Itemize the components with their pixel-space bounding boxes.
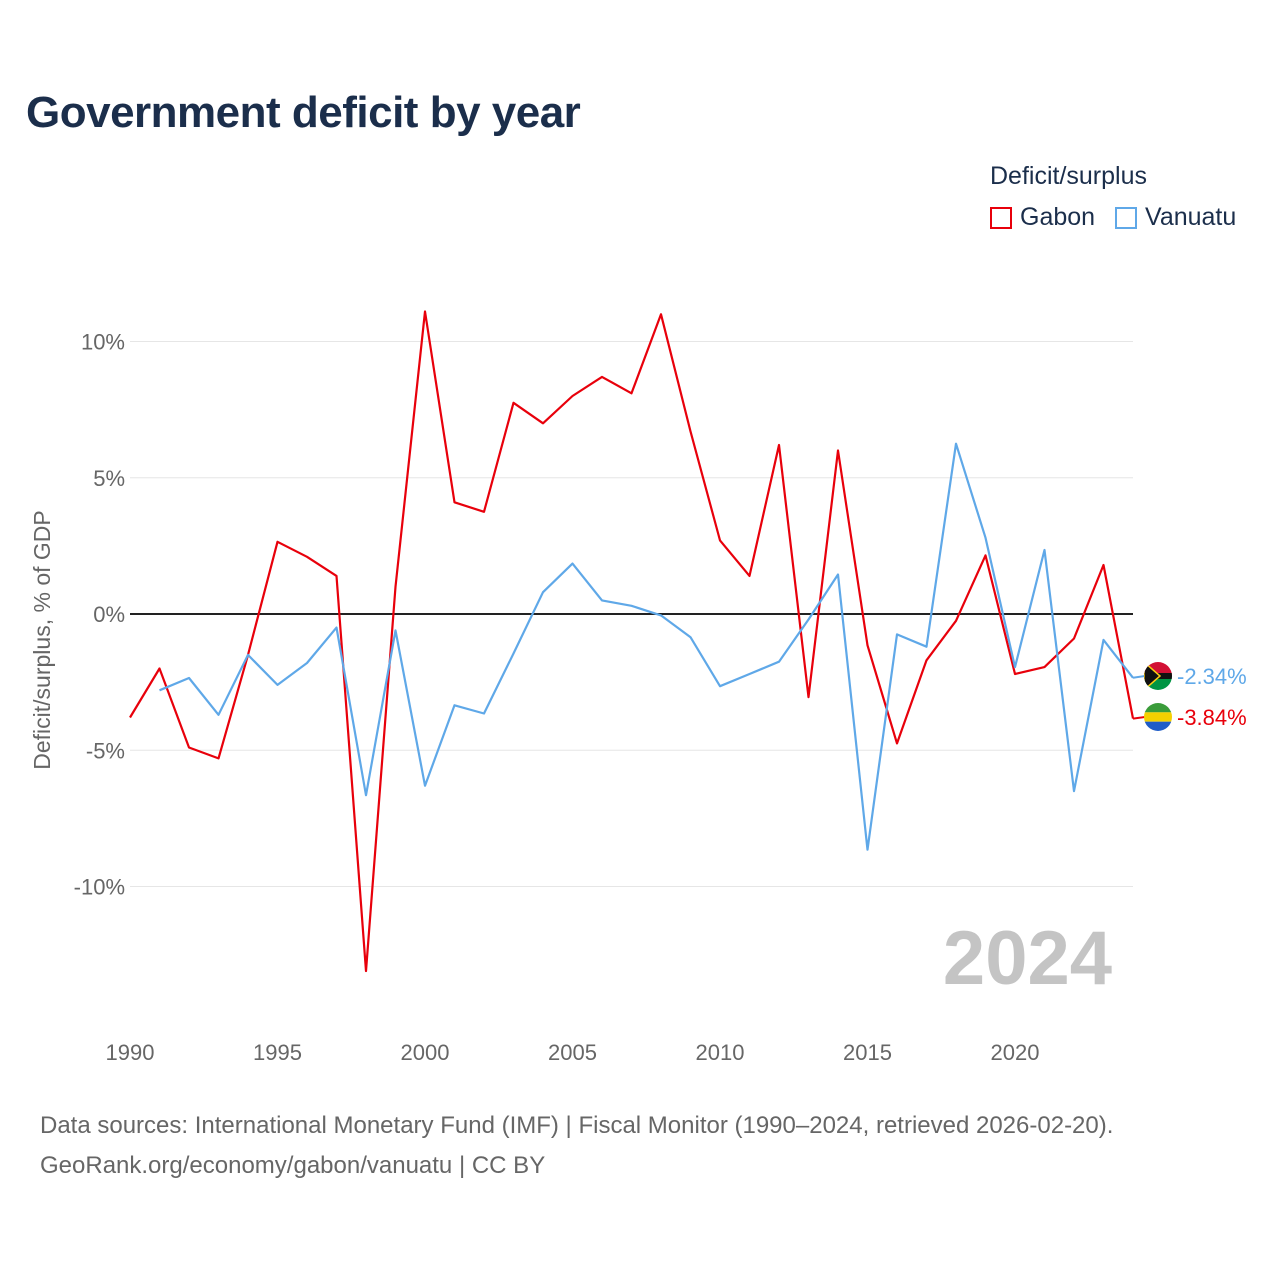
x-tick-label: 2005	[548, 1040, 597, 1065]
legend-title: Deficit/surplus	[990, 162, 1147, 190]
line-chart: 10% 5% 0% -5% -10% 1990 1995 2000 2005 2010 2015 20…	[29, 310, 1247, 1065]
x-tick-label: 2000	[401, 1040, 450, 1065]
x-tick-label: 2015	[843, 1040, 892, 1065]
legend-label-vanuatu: Vanuatu	[1145, 203, 1237, 231]
y-tick-label: 0%	[93, 602, 125, 627]
series-line-vanuatu	[159, 442, 1134, 851]
legend-swatch-gabon	[990, 206, 1012, 229]
year-watermark: 2024	[943, 916, 1112, 1001]
x-tick-label: 2010	[696, 1040, 745, 1065]
source-line-1: Data sources: International Monetary Fun…	[40, 1112, 1114, 1139]
y-tick-label: -10%	[74, 875, 125, 900]
x-tick-label: 1995	[253, 1040, 302, 1065]
x-tick-label: 1990	[106, 1040, 155, 1065]
y-axis-label: Deficit/surplus, % of GDP	[29, 510, 55, 769]
source-note: Data sources: International Monetary Fun…	[40, 1106, 1113, 1186]
legend-item-vanuatu[interactable]: Vanuatu	[1115, 203, 1236, 232]
flag-icon-gabon	[1144, 703, 1172, 731]
end-value-label-vanuatu: -2.34%	[1177, 664, 1247, 689]
source-line-2: GeoRank.org/economy/gabon/vanuatu | CC B…	[40, 1152, 546, 1179]
legend-swatch-vanuatu	[1115, 206, 1137, 229]
end-value-label-gabon: -3.84%	[1177, 705, 1247, 730]
legend-item-gabon[interactable]: Gabon	[990, 203, 1095, 232]
end-connector-vanuatu	[1132, 675, 1146, 679]
y-tick-label: 10%	[81, 330, 125, 355]
end-connector-gabon	[1132, 716, 1146, 720]
legend-label-gabon: Gabon	[1020, 203, 1096, 231]
chart-title: Government deficit by year	[26, 88, 581, 137]
x-tick-label: 2020	[991, 1040, 1040, 1065]
y-tick-label: 5%	[93, 466, 125, 491]
flag-icon-vanuatu	[1144, 662, 1172, 690]
y-tick-label: -5%	[86, 738, 125, 763]
series-line-gabon	[129, 310, 1135, 973]
